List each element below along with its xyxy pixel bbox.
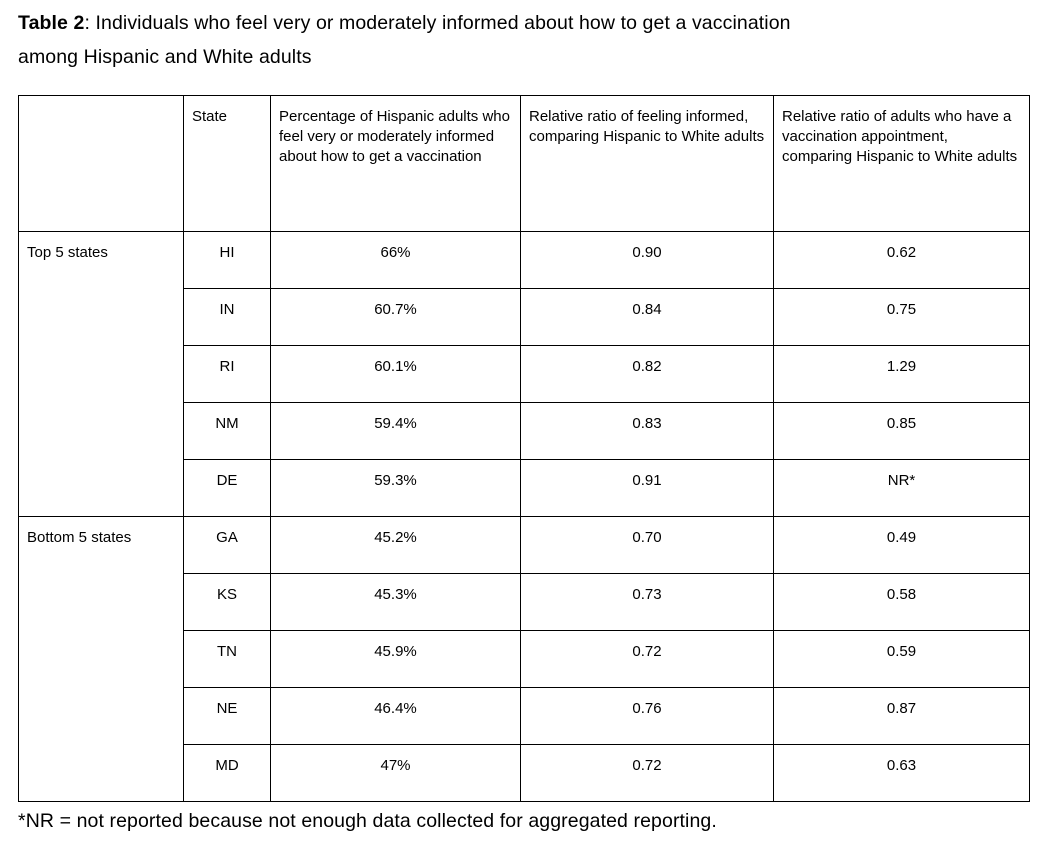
- ratio-appointment-cell: 0.75: [773, 288, 1030, 346]
- header-row: State Percentage of Hispanic adults who …: [18, 95, 1030, 232]
- ratio-informed-cell: 0.72: [520, 744, 774, 802]
- state-cell: IN: [183, 288, 271, 346]
- percent-informed-cell: 45.2%: [270, 516, 521, 574]
- state-cell: DE: [183, 459, 271, 517]
- percent-informed-cell: 59.4%: [270, 402, 521, 460]
- table-row: TN 45.9% 0.72 0.59: [19, 630, 1030, 688]
- ratio-informed-cell: 0.73: [520, 573, 774, 631]
- header-cell-ratio-informed: Relative ratio of feeling informed, comp…: [520, 95, 774, 232]
- percent-informed-cell: 66%: [270, 231, 521, 289]
- percent-informed-cell: 60.7%: [270, 288, 521, 346]
- table-row: NE 46.4% 0.76 0.87: [19, 687, 1030, 745]
- table-caption-text-line1: : Individuals who feel very or moderatel…: [84, 12, 791, 34]
- table-row: IN 60.7% 0.84 0.75: [19, 288, 1030, 346]
- ratio-appointment-cell: 0.85: [773, 402, 1030, 460]
- state-cell: GA: [183, 516, 271, 574]
- state-cell: MD: [183, 744, 271, 802]
- table-caption: Table 2: Individuals who feel very or mo…: [18, 6, 1046, 74]
- ratio-appointment-cell: 0.87: [773, 687, 1030, 745]
- ratio-informed-cell: 0.90: [520, 231, 774, 289]
- header-cell-percent-informed: Percentage of Hispanic adults who feel v…: [270, 95, 521, 232]
- ratio-informed-cell: 0.83: [520, 402, 774, 460]
- ratio-informed-cell: 0.72: [520, 630, 774, 688]
- ratio-informed-cell: 0.76: [520, 687, 774, 745]
- ratio-informed-cell: 0.82: [520, 345, 774, 403]
- percent-informed-cell: 46.4%: [270, 687, 521, 745]
- percent-informed-cell: 59.3%: [270, 459, 521, 517]
- ratio-informed-cell: 0.84: [520, 288, 774, 346]
- table-row: Top 5 states HI 66% 0.90 0.62: [18, 231, 1030, 517]
- ratio-appointment-cell: 0.58: [773, 573, 1030, 631]
- percent-informed-cell: 47%: [270, 744, 521, 802]
- percent-informed-cell: 45.9%: [270, 630, 521, 688]
- data-table: State Percentage of Hispanic adults who …: [18, 95, 1030, 802]
- state-cell: NE: [183, 687, 271, 745]
- table-row: NM 59.4% 0.83 0.85: [19, 402, 1030, 460]
- percent-informed-cell: 45.3%: [270, 573, 521, 631]
- table-row: KS 45.3% 0.73 0.58: [19, 573, 1030, 631]
- table-caption-label: Table 2: [18, 12, 85, 34]
- ratio-appointment-cell: 0.59: [773, 630, 1030, 688]
- ratio-informed-cell: 0.70: [520, 516, 774, 574]
- table-row: RI 60.1% 0.82 1.29: [19, 345, 1030, 403]
- ratio-informed-cell: 0.91: [520, 459, 774, 517]
- table-row: Bottom 5 states GA 45.2% 0.70 0.49: [18, 516, 1030, 802]
- header-cell-state: State: [183, 95, 271, 232]
- header-cell-ratio-appointment: Relative ratio of adults who have a vacc…: [773, 95, 1030, 232]
- footnote: *NR = not reported because not enough da…: [18, 810, 717, 832]
- group-label-bottom-5-states: Bottom 5 states: [18, 516, 184, 802]
- percent-informed-cell: 60.1%: [270, 345, 521, 403]
- table-row: DE 59.3% 0.91 NR*: [19, 459, 1030, 517]
- ratio-appointment-cell: 0.63: [773, 744, 1030, 802]
- ratio-appointment-cell: 0.49: [773, 516, 1030, 574]
- state-cell: TN: [183, 630, 271, 688]
- ratio-appointment-cell: NR*: [773, 459, 1030, 517]
- state-cell: HI: [183, 231, 271, 289]
- ratio-appointment-cell: 1.29: [773, 345, 1030, 403]
- table-row: MD 47% 0.72 0.63: [19, 744, 1030, 802]
- header-cell-empty: [18, 95, 184, 232]
- state-cell: KS: [183, 573, 271, 631]
- group-label-top-5-states: Top 5 states: [18, 231, 184, 517]
- ratio-appointment-cell: 0.62: [773, 231, 1030, 289]
- state-cell: RI: [183, 345, 271, 403]
- state-cell: NM: [183, 402, 271, 460]
- table-caption-text-line2: among Hispanic and White adults: [18, 46, 312, 68]
